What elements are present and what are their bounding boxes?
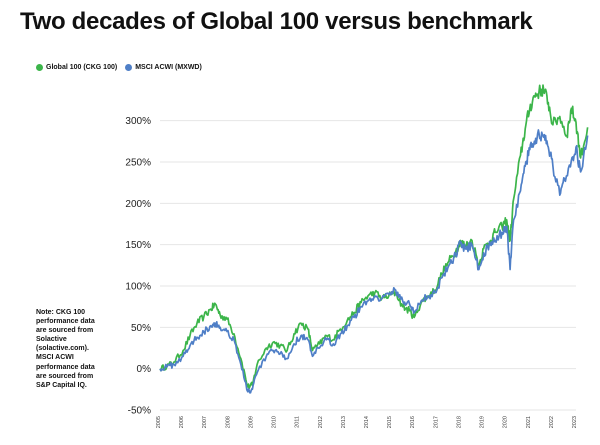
- x-tick-label-13: 2018: [456, 416, 462, 428]
- y-tick-label-7: 300%: [125, 116, 151, 127]
- x-tick-label-9: 2014: [364, 416, 370, 428]
- x-tick-label-6: 2011: [295, 416, 301, 428]
- legend-label-global100: Global 100 (CKG 100): [46, 64, 118, 71]
- x-tick-label-17: 2022: [549, 416, 555, 428]
- y-tick-label-4: 150%: [125, 240, 151, 251]
- x-tick-label-0: 2005: [156, 416, 162, 428]
- x-tick-label-15: 2020: [503, 416, 509, 428]
- y-tick-label-1: 0%: [137, 364, 152, 375]
- legend-marker-msci: [125, 64, 133, 71]
- chart-title: Two decades of Global 100 versus benchma…: [20, 8, 533, 35]
- legend-label-msci: MSCI ACWI (MXWD): [135, 64, 202, 71]
- x-tick-label-12: 2017: [433, 416, 439, 428]
- y-tick-label-5: 200%: [125, 199, 151, 210]
- x-tick-label-1: 2006: [179, 416, 185, 428]
- x-tick-label-7: 2012: [318, 416, 324, 428]
- x-tick-label-10: 2015: [387, 416, 393, 428]
- series-line-global100: [159, 84, 589, 390]
- x-tick-label-18: 2023: [572, 416, 578, 428]
- x-tick-label-5: 2010: [272, 416, 278, 428]
- chart-legend: Global 100 (CKG 100) MSCI ACWI (MXWD): [36, 64, 210, 71]
- series-line-msci: [159, 129, 589, 394]
- x-tick-label-8: 2013: [341, 416, 347, 428]
- legend-item-msci: MSCI ACWI (MXWD): [125, 64, 202, 71]
- x-tick-label-4: 2009: [248, 416, 254, 428]
- source-note: Note: CKG 100 performance data are sourc…: [36, 309, 95, 389]
- x-tick-label-3: 2008: [225, 416, 231, 428]
- legend-marker-global100: [36, 64, 43, 71]
- x-tick-label-2: 2007: [202, 416, 208, 428]
- y-tick-label-2: 50%: [131, 323, 151, 334]
- legend-item-global100: Global 100 (CKG 100): [36, 64, 117, 71]
- y-tick-label-3: 100%: [125, 282, 151, 293]
- x-tick-label-14: 2019: [480, 416, 486, 428]
- y-tick-label-6: 250%: [125, 158, 151, 169]
- x-tick-label-16: 2021: [526, 416, 532, 428]
- x-tick-label-11: 2016: [410, 416, 416, 428]
- y-tick-label-0: -50%: [128, 406, 151, 417]
